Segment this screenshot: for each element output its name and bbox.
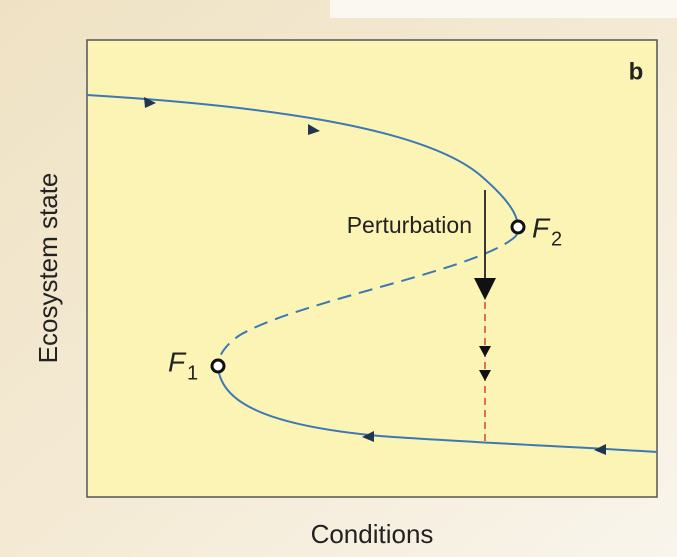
perturbation-arrowhead <box>474 278 496 300</box>
x-axis-label: Conditions <box>311 519 434 549</box>
flow-arrow <box>308 124 320 135</box>
lower-branch <box>217 365 658 453</box>
point-label: F <box>532 212 551 243</box>
drop-arrow <box>479 370 491 381</box>
fold-point <box>210 358 226 374</box>
upper-branch <box>86 94 519 237</box>
point-subscript: 1 <box>187 362 198 384</box>
flow-arrow <box>144 97 156 108</box>
flow-arrow <box>594 444 606 455</box>
background-strip <box>330 0 677 18</box>
flow-arrow <box>362 431 374 442</box>
y-axis-label: Ecosystem state <box>33 173 63 364</box>
annotation: Perturbation <box>347 212 472 238</box>
drop-arrow <box>479 346 491 357</box>
point-subscript: 2 <box>551 228 562 250</box>
plot-box <box>86 39 658 498</box>
unstable-branch <box>217 235 517 367</box>
fold-point <box>510 219 526 235</box>
panel-label: b <box>629 58 644 85</box>
point-label: F <box>168 346 187 377</box>
